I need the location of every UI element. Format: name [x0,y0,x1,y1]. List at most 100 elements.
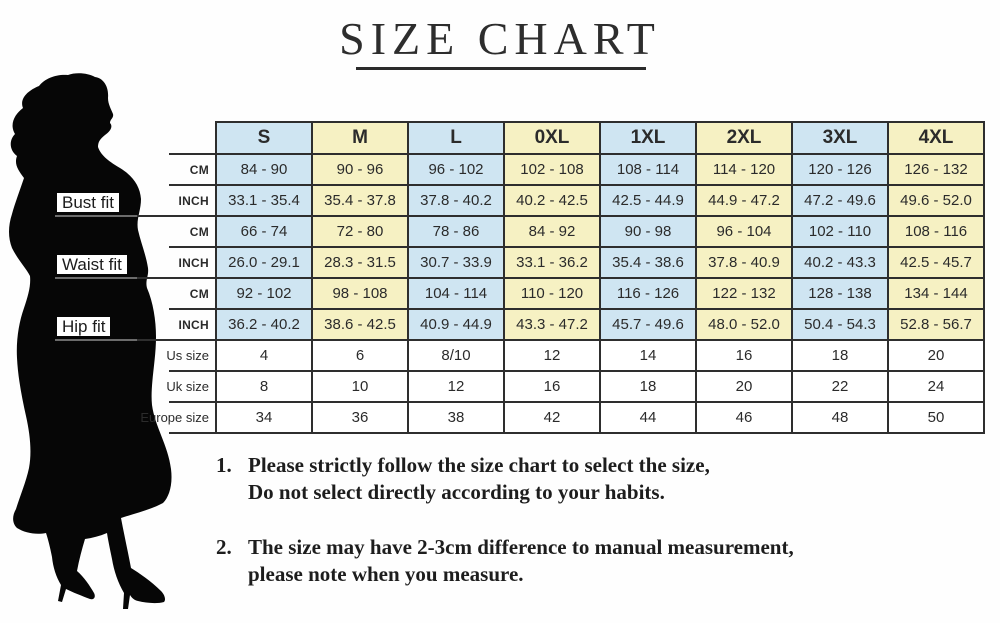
table-cell: 36 [313,403,407,432]
note-2: 2. The size may have 2-3cm difference to… [216,534,896,588]
hip-inch-label: INCH [178,317,209,332]
bust-inch-label: INCH [178,193,209,208]
note-1-number: 1. [216,453,232,477]
table-cell: 92 - 102 [217,279,311,308]
note-2-number: 2. [216,535,232,559]
column-header: 0XL [505,123,599,153]
table-cell: 102 - 108 [505,155,599,184]
table-cell: 50.4 - 54.3 [793,310,887,339]
table-cell: 20 [697,372,791,401]
note-2-line-2: please note when you measure. [248,562,524,586]
table-cell: 48.0 - 52.0 [697,310,791,339]
table-cell: 104 - 114 [409,279,503,308]
note-2-line-1: The size may have 2-3cm difference to ma… [248,535,794,559]
table-cell: 35.4 - 37.8 [313,186,407,215]
bust-fit-label: Bust fit [57,193,119,212]
table-cell: 45.7 - 49.6 [601,310,695,339]
table-cell: 96 - 102 [409,155,503,184]
table-cell: 6 [313,341,407,370]
table-cell: 49.6 - 52.0 [889,186,983,215]
table-cell: 36.2 - 40.2 [217,310,311,339]
bust-fit-line [55,215,137,217]
note-2-text: The size may have 2-3cm difference to ma… [248,534,794,588]
table-cell: 90 - 98 [601,217,695,246]
table-cell: 42.5 - 44.9 [601,186,695,215]
column-header: 4XL [889,123,983,153]
table-cell: 38.6 - 42.5 [313,310,407,339]
table-cell: 16 [505,372,599,401]
table-cell: 33.1 - 36.2 [505,248,599,277]
table-cell: 72 - 80 [313,217,407,246]
column-header: S [217,123,311,153]
table-cell: 10 [313,372,407,401]
table-cell: 90 - 96 [313,155,407,184]
table-cell: 120 - 126 [793,155,887,184]
table-cell: 98 - 108 [313,279,407,308]
note-1: 1. Please strictly follow the size chart… [216,452,856,506]
table-cell: 40.2 - 42.5 [505,186,599,215]
bust-cm-label: CM [189,162,209,177]
table-cell: 102 - 110 [793,217,887,246]
table-cell: 8 [217,372,311,401]
row-label-column: CM INCH CM INCH CM INCH Us size Uk size … [137,123,217,434]
table-cell: 38 [409,403,503,432]
column-header: M [313,123,407,153]
table-cell: 14 [601,341,695,370]
table-cell: 8/10 [409,341,503,370]
us-size-label: Us size [166,348,209,363]
table-cell: 46 [697,403,791,432]
column-header: 3XL [793,123,887,153]
note-1-line-2: Do not select directly according to your… [248,480,665,504]
table-cell: 122 - 132 [697,279,791,308]
table-cell: 40.9 - 44.9 [409,310,503,339]
table-cell: 47.2 - 49.6 [793,186,887,215]
waist-cm-label: CM [189,224,209,239]
table-cell: 52.8 - 56.7 [889,310,983,339]
table-cell: 134 - 144 [889,279,983,308]
table-cell: 16 [697,341,791,370]
table-cell: 44.9 - 47.2 [697,186,791,215]
table-cell: 44 [601,403,695,432]
hip-fit-line [55,339,137,341]
table-cell: 35.4 - 38.6 [601,248,695,277]
table-cell: 42.5 - 45.7 [889,248,983,277]
table-cell: 84 - 92 [505,217,599,246]
table-cell: 110 - 120 [505,279,599,308]
table-cell: 20 [889,341,983,370]
table-cell: 96 - 104 [697,217,791,246]
table-cell: 78 - 86 [409,217,503,246]
table-cell: 37.8 - 40.9 [697,248,791,277]
table-cell: 37.8 - 40.2 [409,186,503,215]
table-cell: 28.3 - 31.5 [313,248,407,277]
table-cell: 24 [889,372,983,401]
table-cell: 18 [601,372,695,401]
table-cell: 34 [217,403,311,432]
table-cell: 18 [793,341,887,370]
table-cell: 22 [793,372,887,401]
europe-size-label: Europe size [140,410,209,425]
waist-fit-label: Waist fit [57,255,127,274]
hip-fit-label: Hip fit [57,317,111,336]
waist-inch-label: INCH [178,255,209,270]
table-cell: 126 - 132 [889,155,983,184]
table-cell: 66 - 74 [217,217,311,246]
corner-cell [137,123,217,155]
table-cell: 108 - 114 [601,155,695,184]
table-cell: 33.1 - 35.4 [217,186,311,215]
note-1-text: Please strictly follow the size chart to… [248,452,710,506]
table-cell: 12 [505,341,599,370]
table-cell: 50 [889,403,983,432]
column-header: 1XL [601,123,695,153]
table-cell: 30.7 - 33.9 [409,248,503,277]
table-cell: 12 [409,372,503,401]
table-cell: 40.2 - 43.3 [793,248,887,277]
table-cell: 42 [505,403,599,432]
table-cell: 128 - 138 [793,279,887,308]
table-cell: 116 - 126 [601,279,695,308]
size-table: S M L 0XL 1XL 2XL 3XL 4XL 84 - 90 90 - 9… [215,121,985,434]
table-cell: 108 - 116 [889,217,983,246]
uk-size-label: Uk size [166,379,209,394]
column-header: 2XL [697,123,791,153]
note-1-line-1: Please strictly follow the size chart to… [248,453,710,477]
